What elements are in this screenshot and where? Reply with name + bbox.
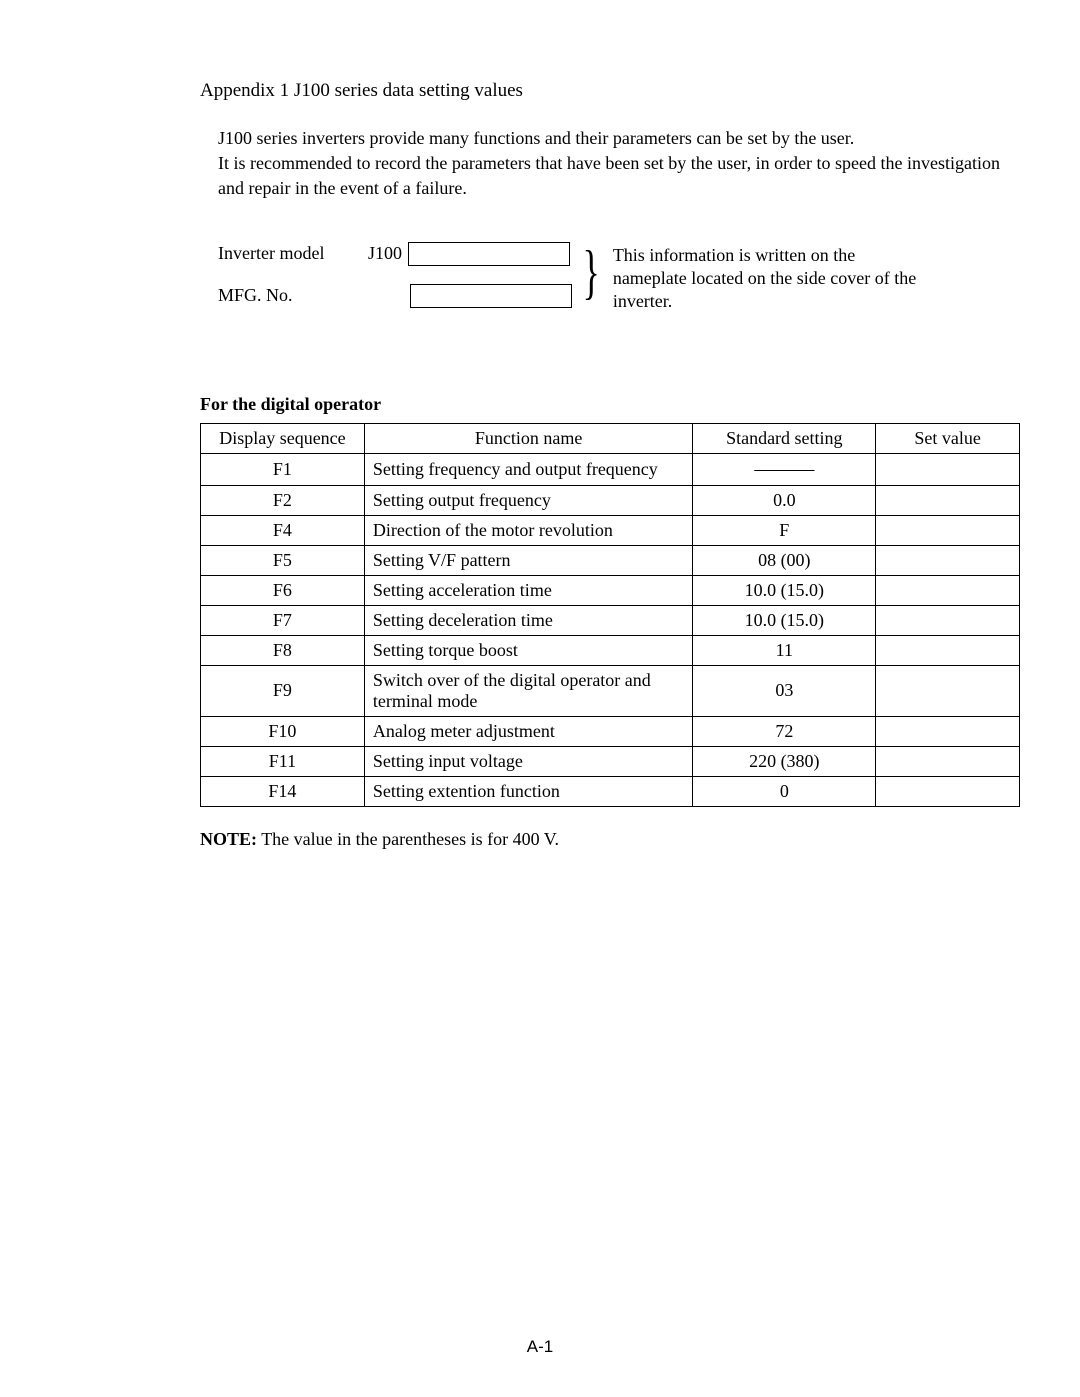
mfg-no-row: MFG. No. <box>218 284 572 308</box>
table-row: F8Setting torque boost11 <box>201 635 1020 665</box>
cell-function: Analog meter adjustment <box>364 716 692 746</box>
table-row: F7Setting deceleration time10.0 (15.0) <box>201 605 1020 635</box>
col-header-sequence: Display sequence <box>201 423 365 453</box>
cell-setvalue[interactable] <box>876 635 1020 665</box>
cell-standard: 08 (00) <box>693 545 876 575</box>
intro-line-2: It is recommended to record the paramete… <box>218 153 1000 198</box>
cell-sequence: F9 <box>201 665 365 716</box>
table-header-row: Display sequence Function name Standard … <box>201 423 1020 453</box>
cell-setvalue[interactable] <box>876 515 1020 545</box>
note-text: The value in the parentheses is for 400 … <box>257 829 559 849</box>
inverter-model-input-box[interactable] <box>408 242 570 266</box>
form-left-column: Inverter model J100 MFG. No. <box>218 242 572 308</box>
curly-brace-icon: } <box>580 242 604 302</box>
cell-function: Setting acceleration time <box>364 575 692 605</box>
table-row: F14Setting extention function0 <box>201 776 1020 806</box>
cell-setvalue[interactable] <box>876 545 1020 575</box>
intro-paragraph: J100 series inverters provide many funct… <box>218 126 1020 202</box>
cell-standard: F <box>693 515 876 545</box>
cell-standard: 03 <box>693 665 876 716</box>
inverter-info-form: Inverter model J100 MFG. No. } This info… <box>218 242 1020 314</box>
table-row: F2Setting output frequency0.0 <box>201 485 1020 515</box>
col-header-setvalue: Set value <box>876 423 1020 453</box>
cell-standard: 10.0 (15.0) <box>693 605 876 635</box>
cell-function: Setting output frequency <box>364 485 692 515</box>
cell-sequence: F14 <box>201 776 365 806</box>
cell-standard: 10.0 (15.0) <box>693 575 876 605</box>
cell-standard: 0 <box>693 776 876 806</box>
cell-standard: 11 <box>693 635 876 665</box>
cell-setvalue[interactable] <box>876 453 1020 485</box>
col-header-function: Function name <box>364 423 692 453</box>
cell-standard: 72 <box>693 716 876 746</box>
cell-sequence: F11 <box>201 746 365 776</box>
cell-setvalue[interactable] <box>876 746 1020 776</box>
cell-function: Switch over of the digital operator and … <box>364 665 692 716</box>
cell-function: Setting deceleration time <box>364 605 692 635</box>
inverter-model-row: Inverter model J100 <box>218 242 572 266</box>
col-header-standard: Standard setting <box>693 423 876 453</box>
cell-function: Direction of the motor revolution <box>364 515 692 545</box>
cell-function: Setting extention function <box>364 776 692 806</box>
appendix-title: Appendix 1 J100 series data setting valu… <box>200 80 1020 102</box>
cell-standard: 220 (380) <box>693 746 876 776</box>
document-page: Appendix 1 J100 series data setting valu… <box>0 0 1080 890</box>
settings-table: Display sequence Function name Standard … <box>200 423 1020 807</box>
cell-sequence: F1 <box>201 453 365 485</box>
cell-sequence: F10 <box>201 716 365 746</box>
cell-sequence: F6 <box>201 575 365 605</box>
note-label: NOTE: <box>200 829 257 849</box>
cell-setvalue[interactable] <box>876 575 1020 605</box>
table-row: F9Switch over of the digital operator an… <box>201 665 1020 716</box>
cell-setvalue[interactable] <box>876 485 1020 515</box>
table-row: F6Setting acceleration time10.0 (15.0) <box>201 575 1020 605</box>
cell-setvalue[interactable] <box>876 716 1020 746</box>
cell-sequence: F7 <box>201 605 365 635</box>
cell-standard: 0.0 <box>693 485 876 515</box>
cell-function: Setting frequency and output frequency <box>364 453 692 485</box>
cell-setvalue[interactable] <box>876 605 1020 635</box>
table-row: F1Setting frequency and output frequency… <box>201 453 1020 485</box>
cell-function: Setting V/F pattern <box>364 545 692 575</box>
cell-function: Setting torque boost <box>364 635 692 665</box>
cell-standard: ——— <box>693 453 876 485</box>
cell-setvalue[interactable] <box>876 776 1020 806</box>
mfg-no-input-box[interactable] <box>410 284 572 308</box>
cell-sequence: F4 <box>201 515 365 545</box>
nameplate-note: This information is written on the namep… <box>613 242 923 314</box>
page-number: A-1 <box>527 1337 553 1357</box>
table-row: F5Setting V/F pattern08 (00) <box>201 545 1020 575</box>
cell-sequence: F8 <box>201 635 365 665</box>
footnote: NOTE: The value in the parentheses is fo… <box>200 829 1020 850</box>
table-row: F4Direction of the motor revolutionF <box>201 515 1020 545</box>
model-prefix: J100 <box>368 243 402 264</box>
cell-sequence: F2 <box>201 485 365 515</box>
table-row: F10Analog meter adjustment72 <box>201 716 1020 746</box>
mfg-no-label: MFG. No. <box>218 285 368 306</box>
cell-sequence: F5 <box>201 545 365 575</box>
table-section-heading: For the digital operator <box>200 394 1020 415</box>
cell-function: Setting input voltage <box>364 746 692 776</box>
inverter-model-label: Inverter model <box>218 243 368 264</box>
cell-setvalue[interactable] <box>876 665 1020 716</box>
table-row: F11Setting input voltage220 (380) <box>201 746 1020 776</box>
intro-line-1: J100 series inverters provide many funct… <box>218 128 854 148</box>
